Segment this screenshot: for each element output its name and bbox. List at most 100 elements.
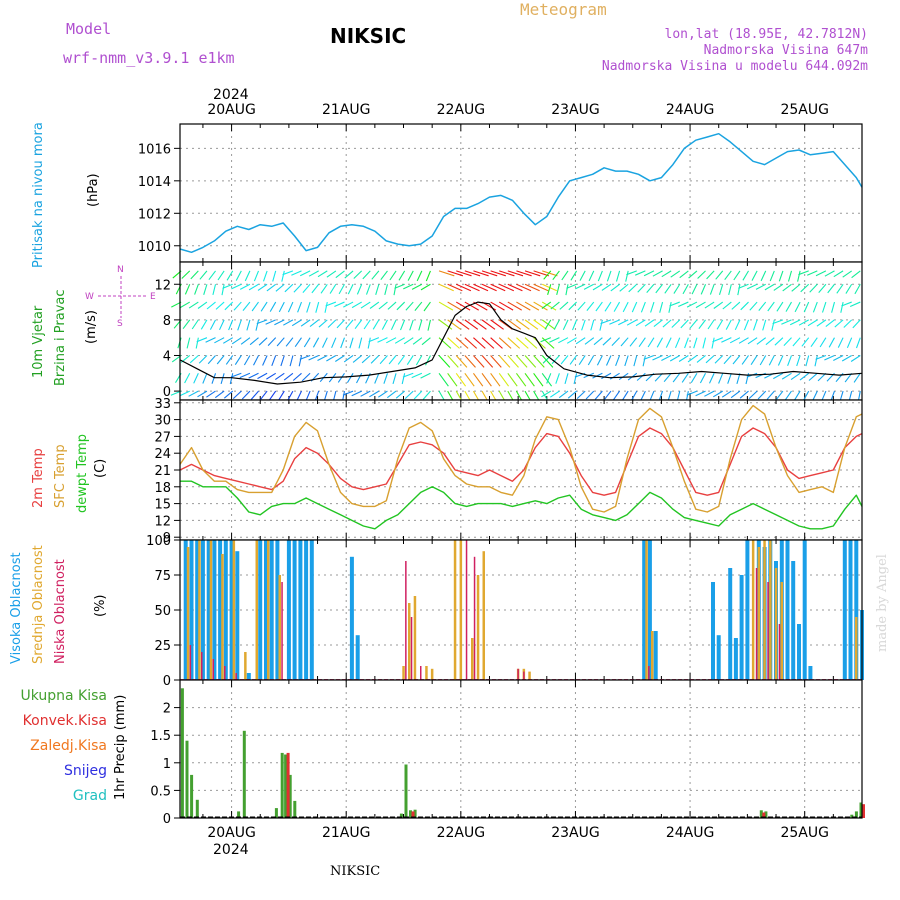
wind-arrow [384,284,388,296]
wind-arrow [248,283,259,291]
wind-arrow [583,283,595,290]
cloud-low-bar [523,671,525,680]
temp-side-sfc: SFC Temp [53,444,68,508]
wind-arrow [690,373,698,383]
wind-arrow [562,319,569,331]
wind-arrow [730,390,741,399]
wind-arrow [235,270,242,281]
wind-arrow [559,301,569,310]
wind-arrow [533,355,545,368]
wind-arrow [669,301,680,307]
wind-arrow [257,283,268,291]
model-name: wrf-nmm_v3.9.1 e1km [63,49,235,67]
wind-arrow [846,337,853,349]
wind-arrow [464,319,479,330]
temp-sfc-line [179,404,863,513]
wind-arrow [716,319,724,330]
wind-arrow [812,301,818,313]
wind-arrow [586,301,595,311]
wind-arrow [624,355,629,367]
wind-arrow [769,270,775,282]
wind-arrow [549,337,560,343]
temp-2m-line [179,427,863,496]
wind-arrow [727,373,732,384]
wind-arrow [216,355,225,365]
wind-arrow [456,270,472,277]
wind-arrow [678,355,689,362]
wind-arrow [643,270,655,277]
cloud-high-bar [791,561,796,680]
cloud-low-bar [778,624,781,680]
wind-arrow [798,319,809,326]
wind-arrow [455,355,468,368]
temp-ytick-label: 15 [154,498,171,513]
wind-arrow [578,355,586,365]
wind-arrow [584,337,595,345]
cloud-high-bar [355,635,360,680]
wind-arrow [438,355,451,368]
wind-arrow [599,319,603,331]
wind-arrow [722,301,732,310]
precip-legend-conv: Konvek.Kisa [23,713,107,729]
wind-arrow [406,355,414,365]
wind-arrow [481,337,495,349]
wind-arrow [668,301,672,313]
wind-arrow [427,319,431,331]
wind-arrow [669,355,681,362]
wind-arrow [481,355,494,368]
wind-arrow [507,283,523,292]
wind-arrow [369,301,380,309]
wind-arrow [383,373,388,384]
cloud-high-bar [802,540,807,680]
wind-arrow [253,270,260,282]
wind-arrow [741,355,749,365]
wind-arrow [553,319,560,330]
wind-arrow [671,319,681,328]
wind-arrow [199,270,208,280]
wind-arrow [613,301,621,312]
wind-arrow [550,301,560,310]
wind-arrow [684,337,689,349]
wind-arrow [464,301,479,311]
wind-arrow [356,373,363,384]
wind-arrow [447,301,462,311]
precip-total-bar [195,799,199,818]
cloud-mid-bar [267,540,270,680]
wind-arrow [203,284,208,295]
cloud-mid-bar [232,540,236,680]
wind-arrow [575,337,586,345]
cloud-mid-bar [774,568,778,680]
wind-arrow [381,319,388,330]
cloud-mid-bar [763,540,766,680]
wind-arrow [256,319,268,325]
cloud-mid-bar [430,668,434,680]
wind-arrow [524,372,535,387]
wind-arrow [777,355,784,366]
wind-arrow [711,337,715,349]
cloud-mid-bar [780,582,783,680]
wind-arrow [661,270,672,278]
wind-arrow [226,270,234,281]
precip-conv-bar [286,752,290,818]
wind-arrow [564,373,569,385]
wind-arrow [619,283,629,292]
wind-arrow [740,301,749,311]
wind-arrow [375,284,380,295]
wind-arrow [404,390,414,400]
wind-arrow [781,372,792,380]
wind-arrow [691,284,698,295]
wind-arrow [626,319,638,326]
cloud-low-bar [235,673,237,680]
wind-arrow [416,270,423,282]
wind-arrow [541,372,553,387]
temp-side-2m: 2m Temp [31,448,46,508]
wind-arrow [628,283,638,293]
precip-total-bar [293,800,297,818]
wind-arrow [630,390,638,401]
wind-arrow [271,355,277,366]
lonlat-label: lon,lat (18.95E, 42.7812N) [665,27,869,42]
wind-arrow [560,355,569,365]
wind-arrow [280,355,285,367]
wind-arrow [635,319,646,327]
wind-arrow [768,355,775,366]
